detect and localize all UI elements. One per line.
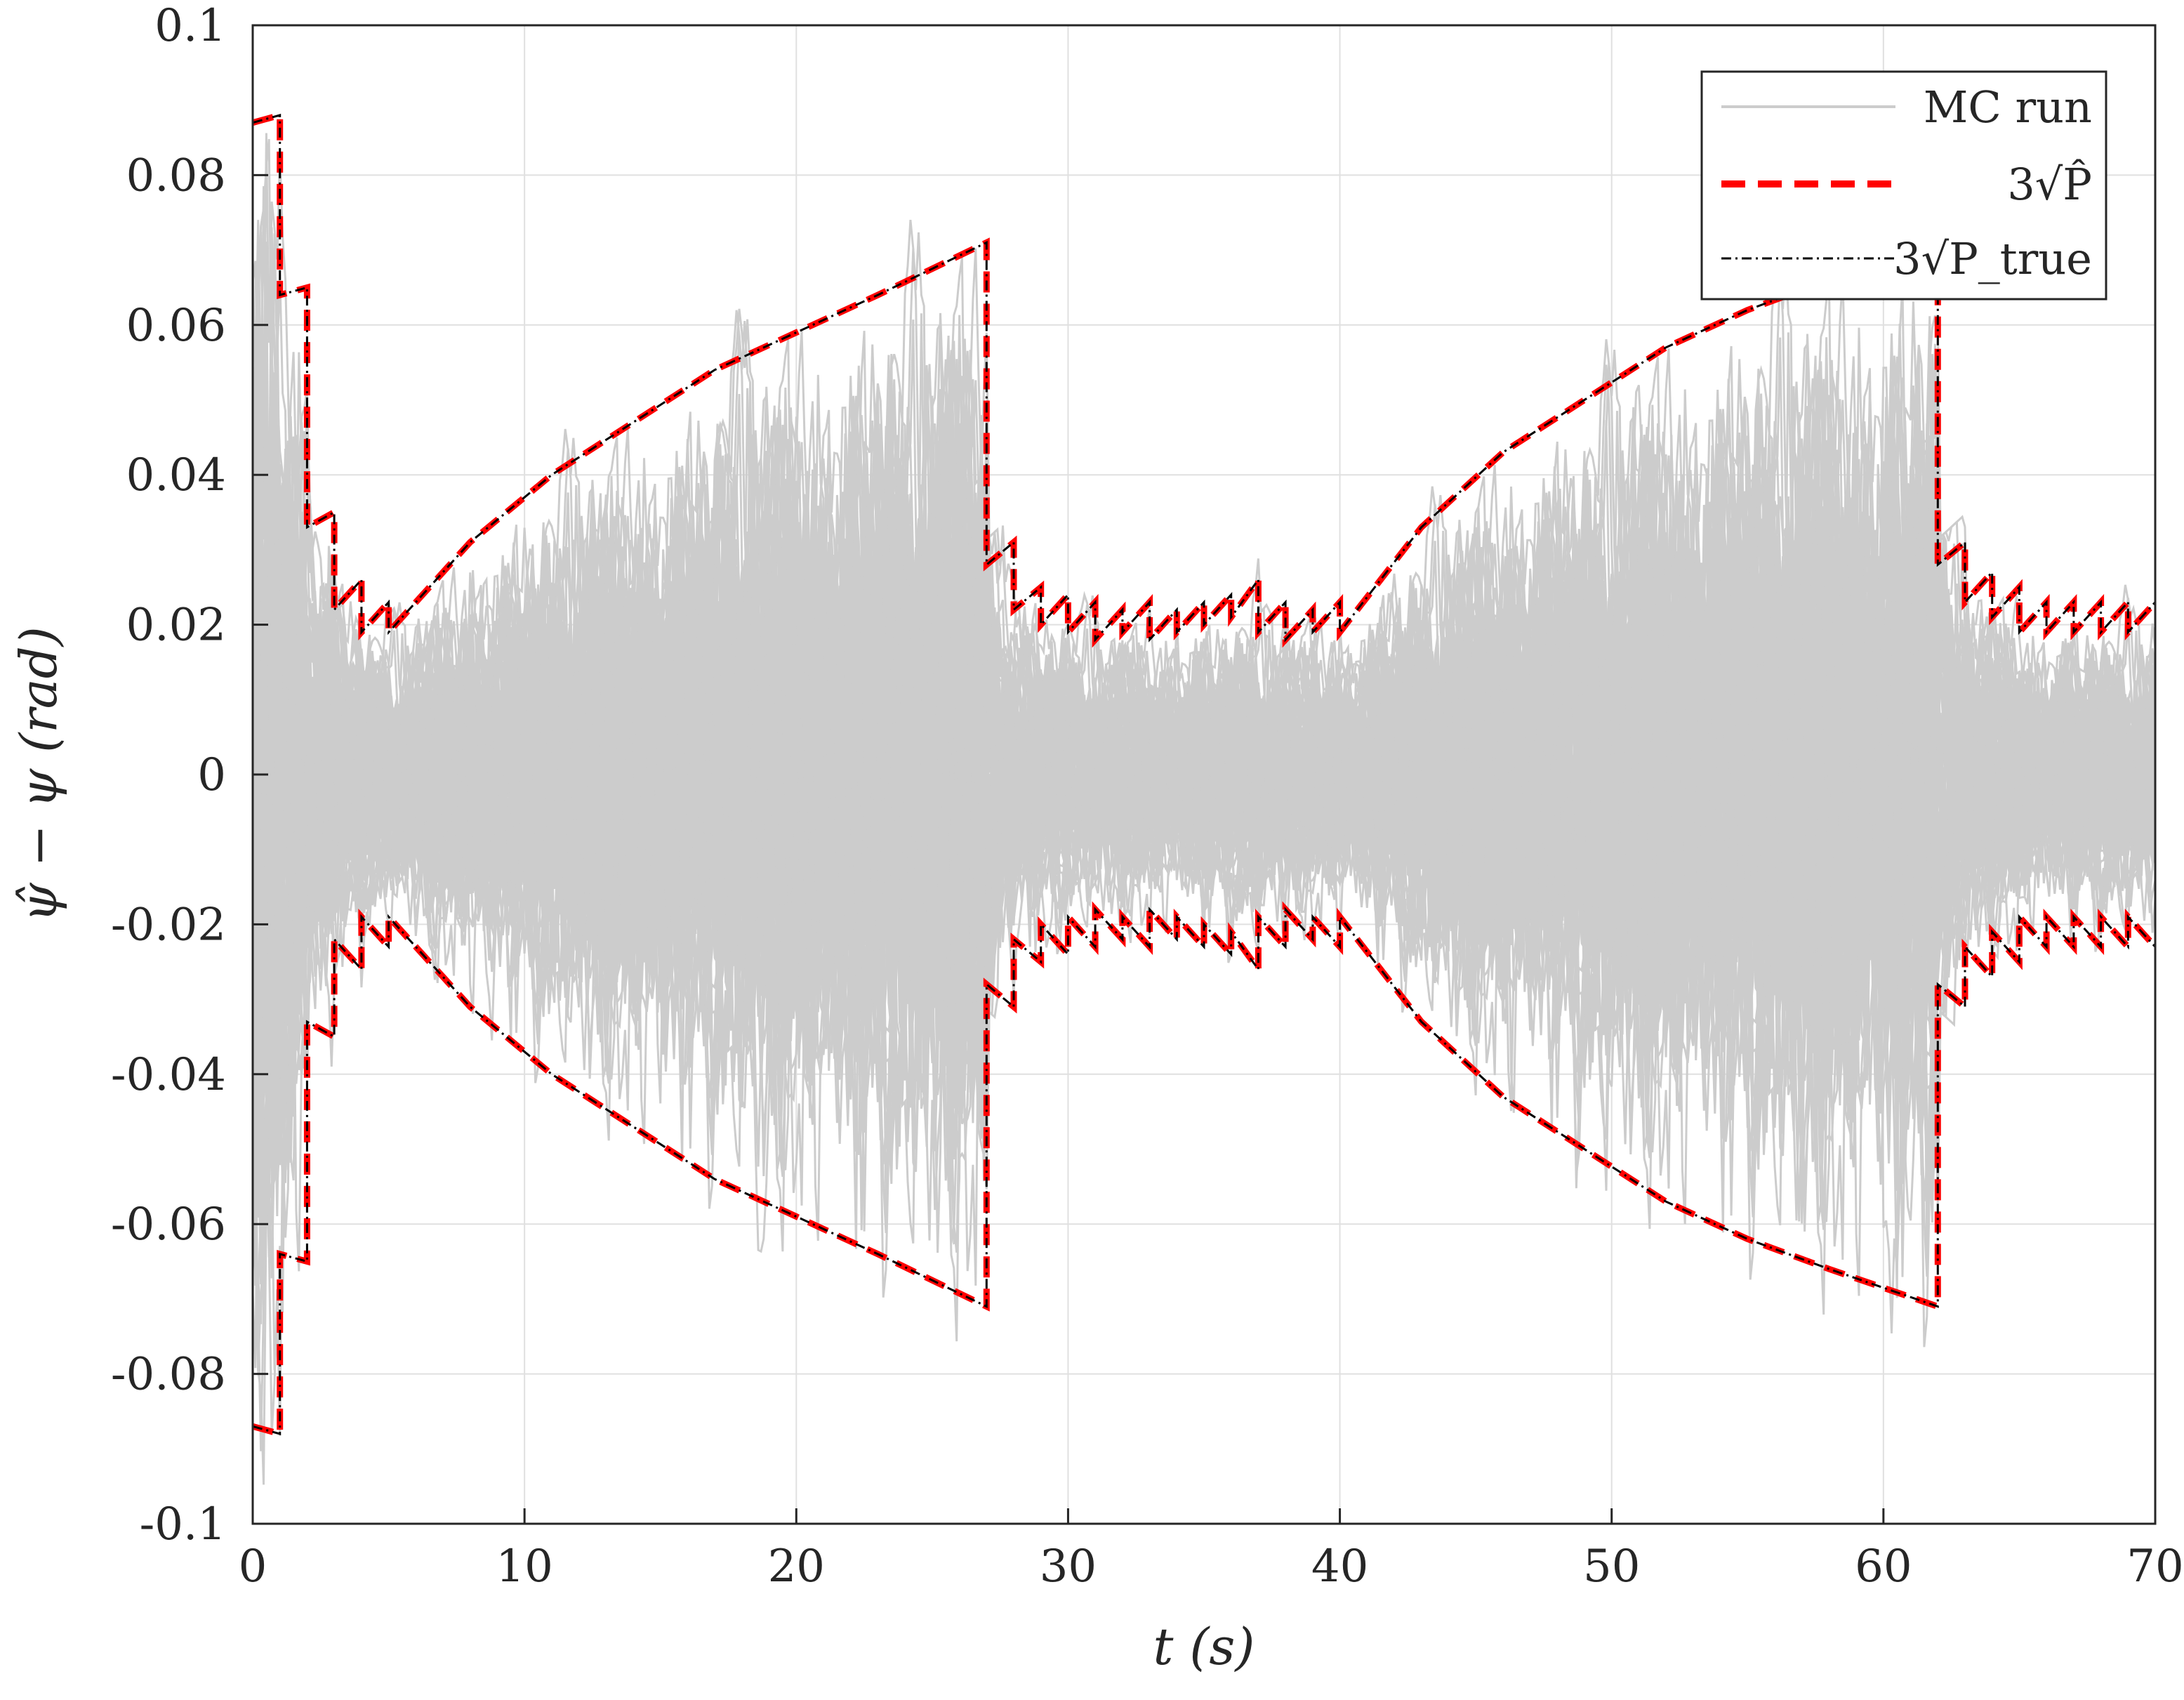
y-tick-label: -0.04 [111, 1049, 226, 1101]
x-tick-label: 20 [768, 1541, 825, 1593]
y-tick-label: 0.04 [126, 449, 227, 501]
x-tick-label: 30 [1040, 1541, 1097, 1593]
x-tick-label: 50 [1583, 1541, 1640, 1593]
x-tick-label: 0 [239, 1541, 267, 1593]
y-tick-label: -0.02 [111, 899, 226, 951]
x-tick-label: 40 [1311, 1541, 1368, 1593]
legend: MC run 3√P̂ 3√P_true [1700, 70, 2107, 301]
axis-ticks: 0 10 20 30 40 50 60 70 0.1 0.08 0.06 0.04 0.02 0 -0.02… [111, 0, 2184, 1593]
covariance-bounds [251, 111, 2158, 1438]
x-tick-label: 60 [1855, 1541, 1912, 1593]
mc-run-traces [251, 133, 2157, 1485]
y-tick-label: 0.02 [126, 600, 227, 652]
legend-label-p-true: 3√P_true [1893, 233, 2092, 284]
y-tick-label: -0.06 [111, 1199, 226, 1251]
y-tick-label: 0.1 [154, 0, 226, 52]
y-tick-label: 0 [197, 749, 226, 801]
y-axis-label: ψ̂ − ψ (rad) [9, 626, 68, 923]
x-axis-label: t (s) [1153, 1617, 1255, 1676]
y-tick-label: 0.08 [126, 150, 227, 202]
p-true-lower-bound [252, 907, 2157, 1435]
x-tick-label: 10 [496, 1541, 552, 1593]
y-tick-label: -0.08 [111, 1349, 226, 1401]
x-tick-label: 70 [2126, 1541, 2183, 1593]
legend-label-mc-run: MC run [1924, 81, 2092, 133]
y-tick-label: -0.1 [140, 1498, 226, 1550]
p-true-upper-bound [252, 114, 2157, 643]
legend-label-p-hat: 3√P̂ [2007, 159, 2092, 210]
mc-run-line [251, 338, 2157, 1324]
y-tick-label: 0.06 [126, 300, 227, 352]
mc-run-line [251, 364, 2157, 1230]
mc-run-line [251, 348, 2156, 1131]
